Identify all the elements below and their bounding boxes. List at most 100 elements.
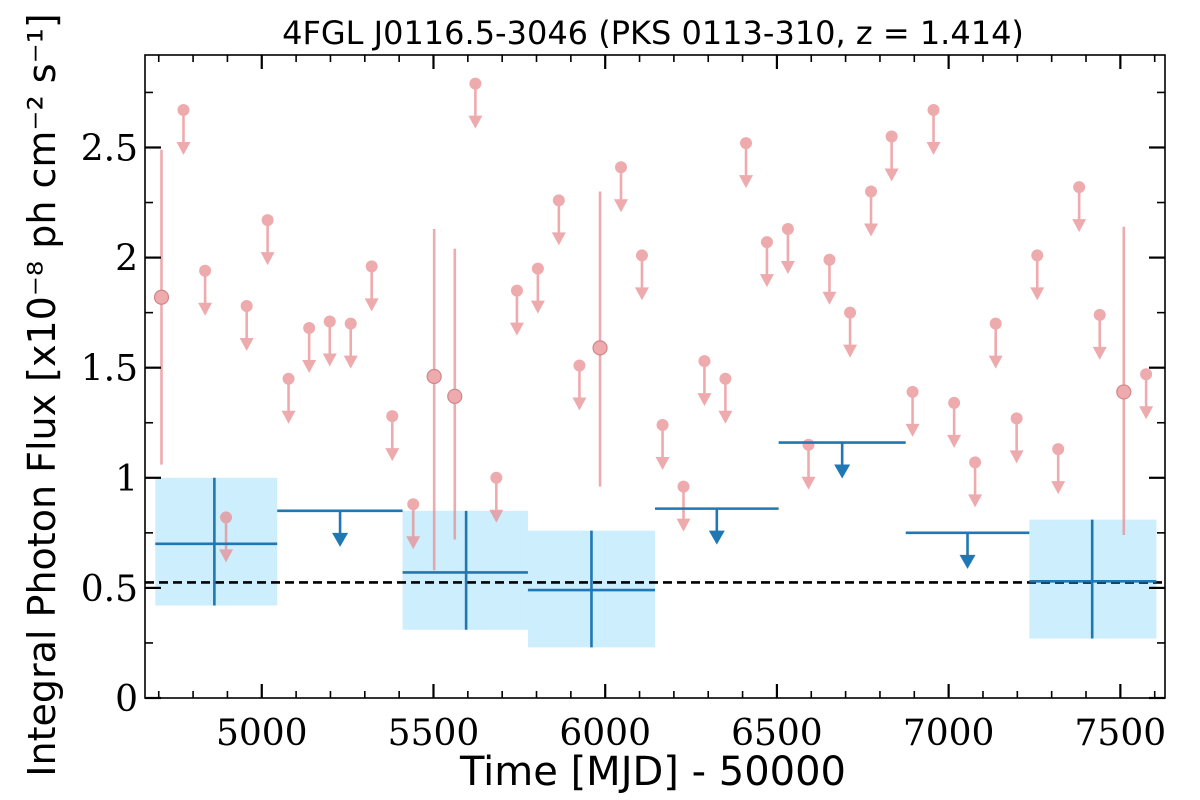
short-upper-limit — [926, 104, 941, 156]
x-tick-label: 6500 — [731, 713, 823, 754]
upper-limit-arrowhead — [926, 142, 941, 156]
upper-limit-arrowhead — [302, 360, 317, 374]
short-upper-limit — [864, 185, 879, 237]
short-upper-limit — [302, 322, 317, 374]
long-upper-limit — [277, 509, 403, 547]
short-detection — [426, 228, 442, 571]
upper-limit-marker — [1010, 412, 1023, 425]
upper-limit-marker — [656, 418, 669, 431]
upper-limit-marker — [303, 322, 316, 335]
upper-limit-arrowhead — [1092, 346, 1107, 360]
x-tick-label: 5000 — [216, 713, 308, 754]
short-upper-limit — [1030, 249, 1045, 301]
upper-limit-arrowhead — [1030, 287, 1045, 301]
upper-limit-arrowhead — [884, 168, 899, 182]
short-upper-limit — [968, 456, 983, 508]
upper-limit-arrowhead — [988, 355, 1003, 369]
upper-limit-arrowhead — [905, 423, 920, 437]
upper-limit-arrowhead — [655, 456, 670, 470]
upper-limit-marker — [989, 317, 1002, 330]
upper-limit-marker — [760, 236, 773, 249]
short-detection — [447, 248, 463, 540]
upper-limit-marker — [323, 315, 336, 328]
short-upper-limit — [822, 253, 837, 305]
upper-limit-arrowhead — [864, 223, 879, 237]
upper-limit-arrowhead — [176, 142, 191, 156]
upper-limit-marker — [927, 104, 940, 117]
upper-limit-marker — [1073, 181, 1086, 194]
detection-marker — [426, 368, 442, 385]
upper-limit-arrowhead — [468, 115, 483, 129]
short-upper-limit — [176, 104, 191, 156]
upper-limit-arrowhead — [364, 298, 379, 312]
long-upper-limit — [905, 531, 1030, 569]
upper-limit-marker — [740, 137, 753, 150]
x-tick-label: 5500 — [388, 713, 480, 754]
long-upper-limit — [778, 441, 906, 479]
upper-limit-arrowhead — [968, 494, 983, 508]
long-limit-arrowhead — [834, 464, 851, 479]
upper-limit-marker — [240, 300, 253, 313]
long-upper-limit — [655, 507, 779, 545]
short-upper-limit — [406, 498, 421, 550]
upper-limit-arrowhead — [634, 287, 649, 301]
upper-limit-marker — [802, 438, 815, 451]
upper-limit-arrowhead — [1051, 481, 1066, 495]
short-upper-limit — [364, 260, 379, 312]
upper-limit-marker — [1093, 308, 1106, 321]
upper-limit-arrowhead — [281, 410, 296, 424]
upper-limit-arrowhead — [198, 302, 213, 316]
long-limit-arrowhead — [959, 554, 976, 569]
upper-limit-arrowhead — [530, 300, 545, 314]
upper-limit-marker — [573, 359, 586, 372]
short-upper-limit — [260, 214, 275, 266]
long-bin-series — [155, 441, 1157, 648]
short-upper-limit — [1139, 368, 1154, 420]
axis-ticks — [145, 55, 1165, 700]
y-tick-label: 1.5 — [81, 349, 138, 390]
short-upper-limit — [1009, 412, 1024, 464]
short-detection — [592, 191, 608, 487]
short-upper-limit — [759, 236, 774, 288]
short-upper-limit — [343, 317, 358, 369]
long-detection — [402, 510, 528, 630]
short-upper-limit — [718, 372, 733, 424]
upper-limit-arrowhead — [343, 355, 358, 369]
axis-tick-labels: 5000 5500 6000 6500 7000 7500 0 0.5 1 1.5 2 2.5 — [81, 128, 1166, 754]
long-limit-arrowhead — [708, 530, 725, 545]
short-upper-limit — [884, 130, 899, 182]
upper-limit-arrowhead — [572, 397, 587, 411]
upper-limit-arrowhead — [219, 549, 234, 563]
upper-limit-marker — [844, 306, 857, 319]
short-detection — [1116, 226, 1132, 536]
upper-limit-marker — [199, 264, 212, 277]
upper-limit-marker — [781, 222, 794, 235]
upper-limit-arrowhead — [239, 338, 254, 352]
long-bin-band — [155, 477, 278, 606]
upper-limit-arrowhead — [739, 175, 754, 189]
short-detection — [153, 149, 170, 465]
short-upper-limit — [739, 137, 754, 189]
short-bin-series — [153, 77, 1154, 571]
upper-limit-marker — [906, 385, 919, 398]
upper-limit-marker — [698, 355, 711, 368]
upper-limit-arrowhead — [406, 536, 421, 550]
short-upper-limit — [1092, 308, 1107, 360]
upper-limit-arrowhead — [551, 232, 566, 246]
upper-limit-marker — [677, 480, 690, 493]
upper-limit-marker — [510, 284, 523, 297]
upper-limit-marker — [948, 396, 961, 409]
upper-limit-marker — [469, 77, 482, 90]
upper-limit-arrowhead — [1009, 450, 1024, 464]
upper-limit-marker — [282, 372, 295, 385]
short-upper-limit — [676, 480, 691, 532]
x-axis-label: Time [MJD] - 50000 — [459, 749, 846, 795]
upper-limit-marker — [885, 130, 898, 143]
upper-limit-marker — [552, 194, 565, 207]
detection-marker — [592, 340, 608, 356]
upper-limit-arrowhead — [1139, 406, 1154, 420]
upper-limit-arrowhead — [385, 448, 400, 462]
upper-limit-arrowhead — [801, 476, 816, 490]
